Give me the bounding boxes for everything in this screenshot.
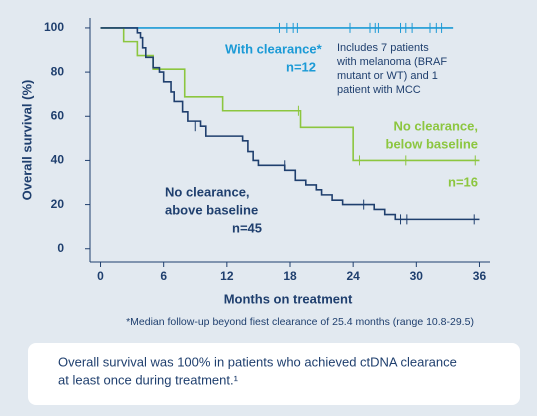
series-n: n=16 [448,174,478,189]
x-tick-label: 36 [473,269,487,283]
series-label: No clearance, [393,118,478,133]
series-label: With clearance* [225,41,323,56]
y-axis-title: Overall survival (%) [19,80,34,201]
series-label: below baseline [386,136,478,151]
y-tick-label: 20 [51,197,65,211]
x-tick-label: 18 [283,269,297,283]
y-tick-label: 40 [51,153,65,167]
y-tick-label: 0 [57,241,64,255]
summary-text: Overall survival was 100% in patients wh… [58,354,457,369]
series-n: n=12 [286,59,316,74]
series-note: with melanoma (BRAF [336,56,447,68]
x-tick-label: 24 [346,269,360,283]
series-label: No clearance, [165,184,250,199]
survival-line [100,27,480,162]
y-tick-label: 60 [51,108,65,122]
y-tick-label: 80 [51,64,65,78]
x-axis-title: Months on treatment [224,291,353,306]
survival-line [100,27,480,221]
series-note: patient with MCC [337,84,421,96]
series-note: Includes 7 patients [337,42,429,54]
footnote: *Median follow-up beyond fiest clearance… [126,316,474,328]
x-tick-label: 12 [220,269,234,283]
x-tick-label: 6 [160,269,167,283]
x-tick-label: 0 [97,269,104,283]
series-note: mutant or WT) and 1 [337,70,438,82]
summary-text: at least once during treatment.¹ [58,372,239,387]
y-tick-label: 100 [44,20,64,34]
summary-box [28,343,520,405]
series-n: n=45 [232,220,262,235]
x-tick-label: 30 [410,269,424,283]
series-label: above baseline [165,202,258,217]
